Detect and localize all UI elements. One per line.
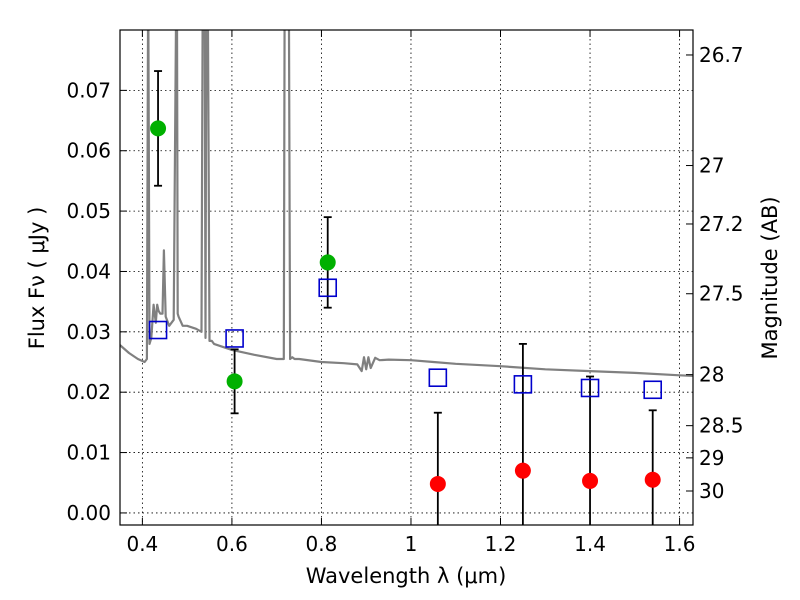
x-tick-label: 0.4 — [126, 532, 158, 556]
x-tick-label: 0.8 — [306, 532, 338, 556]
y-axis-title: Flux Fν ( μJy ) — [25, 207, 49, 350]
x-tick-label: 1.2 — [485, 532, 517, 556]
y2-tick-label: 30 — [699, 479, 724, 503]
y2-tick-label: 29 — [699, 446, 724, 470]
y2-tick-label: 27.5 — [699, 282, 744, 306]
y-tick-label: 0.05 — [66, 199, 111, 223]
x-axis-title: Wavelength λ (μm) — [306, 564, 507, 588]
grid — [120, 30, 693, 525]
x-tick-label: 0.6 — [216, 532, 248, 556]
model-point — [428, 368, 448, 388]
data-point — [429, 475, 446, 492]
y-tick-label: 0.03 — [66, 320, 111, 344]
data-point — [226, 373, 243, 390]
data-point — [514, 462, 531, 479]
y-tick-label: 0.06 — [66, 139, 111, 163]
y2-tick-label: 26.7 — [699, 43, 744, 67]
model-point — [513, 375, 533, 394]
template-sed-line — [120, 30, 693, 377]
y2-axis-title: Magnitude (AB) — [758, 196, 782, 359]
y2-axis-ticks: 26.7 27 27.2 27.5 28 28.5 29 30 — [686, 43, 744, 503]
y2-tick-label: 28.5 — [699, 414, 744, 438]
model-point — [318, 278, 338, 298]
sed-line — [120, 30, 693, 377]
x-tick-label: 1.4 — [574, 532, 606, 556]
model-point — [580, 378, 600, 398]
plot-frame — [119, 29, 694, 526]
x-tick-label: 1.6 — [664, 532, 696, 556]
y-tick-label: 0.00 — [66, 501, 111, 525]
y2-tick-label: 27.2 — [699, 212, 744, 236]
model-point — [643, 380, 663, 400]
data-point — [582, 472, 599, 489]
y-tick-label: 0.04 — [66, 259, 111, 283]
y-tick-label: 0.07 — [66, 78, 111, 102]
data-point — [150, 120, 167, 137]
y-tick-label: 0.01 — [66, 441, 111, 465]
data-point — [644, 471, 661, 488]
model-point — [148, 320, 168, 340]
y2-tick-label: 27 — [699, 154, 724, 178]
data-markers — [148, 120, 663, 492]
model-point — [225, 329, 244, 348]
y-tick-label: 0.02 — [66, 380, 111, 404]
plot-background — [120, 30, 693, 525]
data-point — [319, 254, 336, 271]
x-axis-ticks: 0.4 0.6 0.8 1 1.2 1.4 1.6 — [126, 30, 695, 556]
y-axis-ticks: 0.00 0.01 0.02 0.03 0.04 0.05 0.06 0.07 — [66, 78, 127, 525]
y2-tick-label: 28 — [699, 363, 724, 387]
x-tick-label: 1 — [405, 532, 418, 556]
